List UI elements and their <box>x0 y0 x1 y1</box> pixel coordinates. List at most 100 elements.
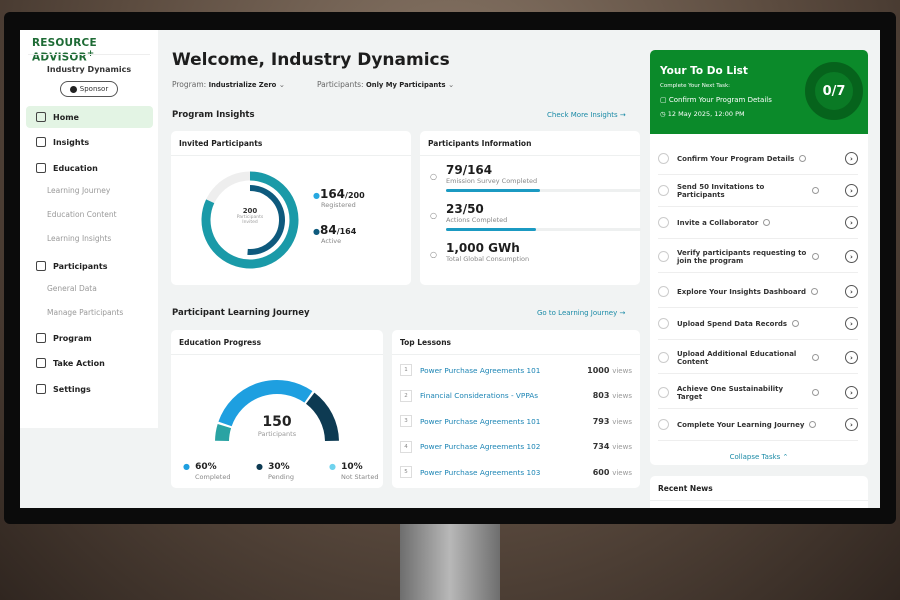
todo-task[interactable]: Send 50 Invitations to Participants › <box>658 175 858 207</box>
lesson-views: 600 views <box>592 467 632 477</box>
program-filter[interactable]: Program: Industrialize Zero ⌄ <box>172 80 286 89</box>
legend-dot: ● <box>256 462 263 471</box>
sidebar-item-program[interactable]: Program <box>26 327 153 349</box>
task-checkbox[interactable] <box>658 153 669 164</box>
todo-task[interactable]: Confirm Your Program Details › <box>658 143 858 175</box>
help-icon[interactable] <box>809 421 817 428</box>
legend-label: Not Started <box>341 473 379 481</box>
help-icon[interactable] <box>792 320 800 327</box>
participants-information-card: Participants Information ○ 79/164 Emissi… <box>420 131 641 285</box>
chevron-right-icon[interactable]: › <box>845 285 858 298</box>
puzzle-icon <box>36 358 46 368</box>
task-checkbox[interactable] <box>658 286 669 297</box>
sidebar-item-label: Participants <box>53 261 108 271</box>
legend-value: 10% <box>341 462 363 472</box>
card-title: Recent News <box>650 476 868 501</box>
task-checkbox[interactable] <box>658 419 669 430</box>
chevron-right-icon[interactable]: › <box>845 184 858 197</box>
lesson-link[interactable]: Power Purchase Agreements 103 <box>420 467 541 477</box>
role-label: Sponsor <box>79 85 109 93</box>
legend-item: ● 60% Completed <box>183 454 230 481</box>
lesson-link[interactable]: Financial Considerations - VPPAs <box>420 391 539 400</box>
todo-task[interactable]: Achieve One Sustainability Target › <box>658 377 858 409</box>
help-icon[interactable] <box>812 389 819 396</box>
sidebar-subitem[interactable]: Learning Insights <box>47 234 112 243</box>
task-checkbox[interactable] <box>658 185 669 196</box>
center-label: Participants <box>257 430 297 438</box>
task-label: Explore Your Insights Dashboard <box>677 287 807 296</box>
sidebar-subitem[interactable]: Learning Journey <box>47 186 111 195</box>
info-row: ○ 23/50 Actions Completed <box>430 202 641 231</box>
sidebar-subitem[interactable]: Education Content <box>47 210 117 219</box>
logo[interactable]: RESOURCE ADVISOR+ <box>32 37 97 64</box>
collapse-tasks-button[interactable]: Collapse Tasks ⌃ <box>729 453 789 461</box>
not-started-arc <box>215 424 232 442</box>
sidebar-item-participants[interactable]: Participants <box>26 255 153 277</box>
todo-task[interactable]: Invite a Collaborator › <box>658 207 858 239</box>
info-label: Actions Completed <box>446 216 508 224</box>
sidebar-item-home[interactable]: Home <box>26 106 153 128</box>
todo-task[interactable]: Upload Additional Educational Content › <box>658 342 858 374</box>
completed-arc <box>218 380 313 427</box>
help-icon[interactable] <box>799 155 807 162</box>
sidebar-item-settings[interactable]: Settings <box>26 378 153 400</box>
task-label: Confirm Your Program Details <box>677 154 795 163</box>
section-title: Program Insights <box>172 110 255 120</box>
help-icon[interactable] <box>763 219 771 226</box>
info-label: Total Global Consumption <box>446 255 530 263</box>
section-title: Participant Learning Journey <box>172 308 310 318</box>
next-task-label: Complete Your Next Task: <box>660 83 731 89</box>
sidebar-item-education[interactable]: Education <box>26 157 153 179</box>
task-label: Send 50 Invitations to Participants <box>677 182 765 199</box>
info-icon: ○ <box>430 250 437 259</box>
next-task[interactable]: ▢ Confirm Your Program Details <box>660 96 772 104</box>
help-icon[interactable] <box>812 354 819 361</box>
sidebar-subitem[interactable]: Manage Participants <box>47 308 124 317</box>
todo-task[interactable]: Upload Spend Data Records › <box>658 308 858 340</box>
screen: RESOURCE ADVISOR+ Industry Dynamics Spon… <box>20 30 880 508</box>
participants-filter[interactable]: Participants: Only My Participants ⌄ <box>317 80 455 89</box>
task-checkbox[interactable] <box>658 387 669 398</box>
task-checkbox[interactable] <box>658 251 669 262</box>
lesson-row[interactable]: 5 Power Purchase Agreements 103 600 views <box>400 462 632 482</box>
lesson-row[interactable]: 4 Power Purchase Agreements 102 734 views <box>400 437 632 457</box>
todo-task[interactable]: Complete Your Learning Journey › <box>658 409 858 441</box>
chevron-right-icon[interactable]: › <box>845 216 858 229</box>
org-name: Industry Dynamics <box>46 65 132 74</box>
lesson-rank: 5 <box>400 466 412 478</box>
info-row: ○ 79/164 Emission Survey Completed <box>430 163 641 192</box>
chevron-right-icon[interactable]: › <box>845 418 858 431</box>
lesson-link[interactable]: Power Purchase Agreements 102 <box>420 442 541 451</box>
sidebar-item-label: Program <box>53 333 92 343</box>
go-to-learning-journey-link[interactable]: Go to Learning Journey → <box>537 309 626 317</box>
todo-task[interactable]: Explore Your Insights Dashboard › <box>658 276 858 308</box>
sidebar-item-take-action[interactable]: Take Action <box>26 352 153 374</box>
chevron-right-icon[interactable]: › <box>845 250 858 263</box>
lesson-views: 793 views <box>592 416 632 426</box>
sidebar-item-insights[interactable]: Insights <box>26 131 153 153</box>
todo-task[interactable]: Verify participants requesting to join t… <box>658 241 858 273</box>
legend-item: ● 10% Not Started <box>329 454 378 481</box>
task-checkbox[interactable] <box>658 352 669 363</box>
sidebar-subitem[interactable]: General Data <box>47 284 97 293</box>
lesson-link[interactable]: Power Purchase Agreements 101 <box>420 365 541 375</box>
lesson-row[interactable]: 1 Power Purchase Agreements 101 1000 views <box>400 360 632 380</box>
chevron-right-icon[interactable]: › <box>845 317 858 330</box>
help-icon[interactable] <box>812 253 819 260</box>
check-more-insights-link[interactable]: Check More Insights → <box>547 111 626 119</box>
task-checkbox[interactable] <box>658 318 669 329</box>
lesson-link[interactable]: Power Purchase Agreements 101 <box>420 416 541 426</box>
legend-label: Pending <box>268 473 294 481</box>
lesson-row[interactable]: 2 Financial Considerations - VPPAs 803 vie… <box>400 386 632 406</box>
lesson-views: 1000 views <box>587 365 632 375</box>
help-icon[interactable] <box>811 288 819 295</box>
task-checkbox[interactable] <box>658 217 669 228</box>
chevron-right-icon[interactable]: › <box>845 386 858 399</box>
lesson-row[interactable]: 3 Power Purchase Agreements 101 793 views <box>400 411 632 431</box>
info-row: ○ 1,000 GWh Total Global Consumption <box>430 241 529 263</box>
chevron-right-icon[interactable]: › <box>845 351 858 364</box>
chevron-right-icon[interactable]: › <box>845 152 858 165</box>
help-icon[interactable] <box>812 187 819 194</box>
home-icon <box>36 112 46 122</box>
role-badge: Sponsor <box>60 81 118 97</box>
